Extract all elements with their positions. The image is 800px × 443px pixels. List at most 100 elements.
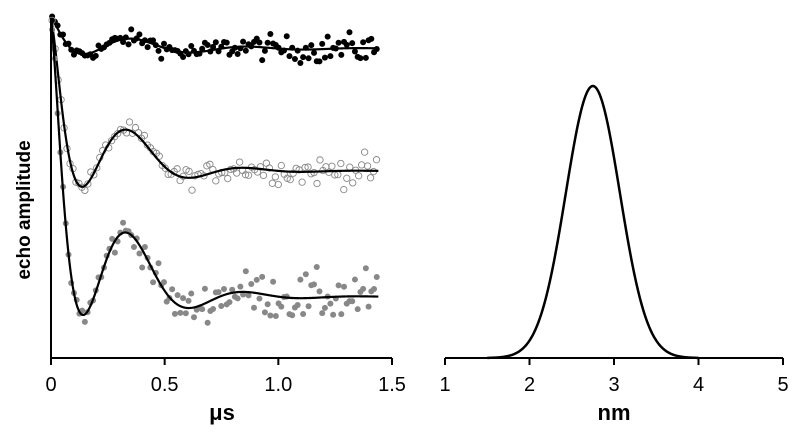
data-point <box>327 300 334 307</box>
left-series-group <box>48 13 381 326</box>
data-point <box>316 58 323 65</box>
data-point <box>125 118 134 126</box>
data-point <box>180 295 187 302</box>
data-point <box>218 303 225 310</box>
data-point <box>311 281 318 288</box>
data-point <box>221 286 228 293</box>
data-point <box>346 29 353 36</box>
data-point <box>305 55 312 62</box>
data-point <box>295 166 303 174</box>
data-point <box>109 235 116 242</box>
data-point <box>298 178 306 186</box>
data-point <box>128 26 135 33</box>
data-point <box>120 219 127 226</box>
data-point <box>316 156 324 164</box>
y-axis-label: echo amplitude <box>14 140 35 279</box>
data-point <box>286 175 294 184</box>
data-point <box>188 290 195 297</box>
data-point <box>313 179 321 188</box>
left-x-tick-label: 1.5 <box>378 374 406 396</box>
data-point <box>363 162 372 170</box>
data-point <box>286 53 293 60</box>
data-point <box>177 309 184 316</box>
data-point <box>212 39 219 46</box>
data-point <box>297 276 304 283</box>
right-x-tick-label: 4 <box>693 374 704 396</box>
data-point <box>259 273 266 280</box>
left-panel: echo amplitude 0 0.5 1.0 1.5 μs <box>14 13 406 425</box>
data-point <box>241 171 250 179</box>
data-point <box>190 314 197 321</box>
data-point <box>237 283 244 290</box>
data-point <box>144 44 151 51</box>
data-point <box>84 180 92 188</box>
data-point <box>268 179 277 187</box>
data-point <box>160 279 167 286</box>
data-point <box>316 288 323 295</box>
data-point <box>136 250 143 257</box>
data-point <box>164 170 172 179</box>
data-point <box>188 42 195 49</box>
data-point <box>223 39 230 46</box>
data-point <box>210 43 217 50</box>
data-point <box>125 41 132 48</box>
data-point <box>92 52 99 59</box>
data-point <box>327 53 334 60</box>
data-point <box>130 243 137 250</box>
data-point <box>330 311 337 318</box>
data-point <box>360 148 369 156</box>
data-point <box>340 185 348 194</box>
data-point <box>171 310 178 317</box>
right-x-ticks: 1 2 3 4 5 <box>439 358 789 396</box>
data-point <box>351 276 358 283</box>
data-point <box>201 285 208 292</box>
data-point <box>349 298 356 305</box>
data-point <box>173 165 181 173</box>
data-point <box>357 161 366 169</box>
data-point <box>229 286 236 293</box>
data-point <box>93 164 101 172</box>
data-point <box>289 312 296 319</box>
right-x-tick-label: 5 <box>777 374 788 396</box>
data-point <box>267 312 274 319</box>
data-point <box>150 37 157 44</box>
data-point <box>169 286 176 293</box>
data-point <box>185 167 193 176</box>
left-x-ticks: 0 0.5 1.0 1.5 <box>45 358 406 396</box>
data-point <box>242 47 249 54</box>
data-point <box>245 292 252 299</box>
data-point <box>244 171 253 179</box>
data-point <box>161 164 169 172</box>
data-point <box>343 41 350 48</box>
data-point <box>226 299 233 306</box>
right-panel: 1 2 3 4 5 nm <box>439 84 789 425</box>
data-point <box>351 48 358 55</box>
data-point <box>262 159 271 167</box>
data-point <box>155 47 162 54</box>
data-point <box>270 278 277 285</box>
data-point <box>335 282 342 289</box>
data-point <box>182 310 189 317</box>
data-point <box>180 54 187 61</box>
data-point <box>261 47 268 54</box>
right-x-axis-title: nm <box>598 400 631 425</box>
data-point <box>362 265 369 272</box>
data-point <box>253 276 260 283</box>
data-point <box>265 164 274 172</box>
data-point <box>215 289 222 296</box>
data-point <box>242 268 249 275</box>
data-point <box>321 304 328 311</box>
data-point <box>338 51 345 58</box>
data-point <box>283 33 290 40</box>
data-point <box>174 292 181 299</box>
data-point <box>204 41 211 48</box>
data-point <box>136 31 143 38</box>
data-point <box>111 249 118 256</box>
data-point <box>341 283 348 290</box>
data-point <box>354 306 361 313</box>
data-point <box>360 285 367 292</box>
data-point <box>300 310 307 317</box>
data-point <box>355 172 363 180</box>
data-point <box>305 303 312 310</box>
data-point <box>240 291 247 298</box>
